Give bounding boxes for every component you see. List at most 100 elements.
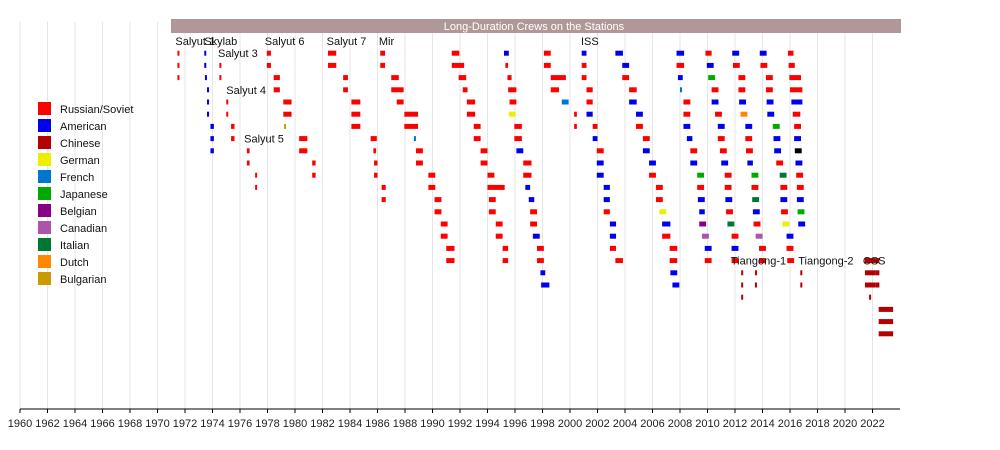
x-tick-label: 2016: [778, 418, 802, 430]
legend-swatch: [38, 204, 51, 217]
crew-bar: [629, 87, 637, 93]
crew-bar: [177, 62, 180, 68]
crew-bar: [794, 123, 801, 129]
crew-bar: [204, 62, 207, 68]
crew-bar: [381, 184, 386, 190]
crew-bar: [800, 282, 803, 288]
crew-bar: [740, 111, 748, 117]
x-tick-label: 1962: [35, 418, 59, 430]
crew-bar: [746, 148, 753, 154]
crew-bar: [787, 258, 795, 264]
x-tick-label: 1978: [255, 418, 279, 430]
crew-bar: [697, 172, 705, 178]
crew-bar: [381, 197, 386, 203]
crew-bar: [495, 221, 503, 227]
crew-bar: [773, 136, 781, 142]
crew-bar: [586, 87, 593, 93]
crew-bar: [781, 209, 788, 215]
crew-bar: [615, 258, 623, 264]
crew-bar: [446, 245, 455, 251]
crew-bar: [780, 184, 788, 190]
station-label: Skylab: [204, 36, 237, 48]
crew-bar: [711, 99, 719, 105]
x-tick-label: 1986: [365, 418, 389, 430]
crew-bar: [754, 270, 757, 276]
crew-bar: [603, 197, 610, 203]
crew-bar: [649, 160, 656, 166]
crew-bar: [488, 197, 496, 203]
crew-bar: [609, 245, 617, 251]
crew-bar: [759, 258, 766, 264]
x-tick-label: 1988: [393, 418, 417, 430]
crew-bar: [708, 75, 716, 81]
crew-bar: [473, 123, 481, 129]
crew-bar: [732, 50, 740, 56]
crew-bar: [755, 233, 763, 239]
crew-bar: [705, 50, 712, 56]
crew-bar: [543, 62, 551, 68]
crew-bar: [680, 87, 683, 93]
crew-bar: [704, 258, 712, 264]
x-tick-label: 1972: [173, 418, 197, 430]
crew-bar: [725, 197, 733, 203]
crew-bar: [765, 75, 773, 81]
crew-bar: [752, 197, 760, 203]
crew-bar: [753, 221, 761, 227]
crew-bar: [655, 184, 663, 190]
crew-bar: [704, 245, 712, 251]
crew-bar: [312, 160, 316, 166]
crew-bar: [488, 209, 496, 215]
x-tick-label: 2006: [640, 418, 664, 430]
crew-bar: [210, 123, 214, 129]
crew-bar: [745, 123, 753, 129]
crew-bar: [662, 221, 671, 227]
title-background: [171, 19, 901, 33]
crew-bar: [404, 111, 419, 117]
crew-bar: [210, 136, 214, 142]
crew-bar: [440, 233, 448, 239]
crew-bar: [869, 294, 872, 300]
legend-label: Italian: [60, 240, 89, 252]
crew-bar: [690, 160, 698, 166]
crew-bar: [642, 148, 650, 154]
crew-bar: [699, 221, 707, 227]
x-tick-label: 1992: [448, 418, 472, 430]
x-tick-label: 2000: [558, 418, 582, 430]
crew-bar: [451, 62, 465, 68]
crew-bar: [603, 184, 610, 190]
crew-bar: [629, 99, 637, 105]
crew-bar: [715, 111, 722, 117]
crew-bar: [592, 136, 598, 142]
crew-bar: [875, 270, 880, 276]
crew-bar: [711, 87, 719, 93]
crew-bar: [767, 111, 775, 117]
crew-bar: [508, 87, 517, 93]
station-label: Salyut 1: [175, 36, 215, 48]
crew-bar: [581, 75, 587, 81]
x-tick-label: 1984: [338, 418, 362, 430]
crew-bar: [731, 245, 739, 251]
crew-bar: [731, 233, 739, 239]
crew-bar: [655, 197, 663, 203]
crew-bar: [790, 87, 803, 93]
x-tick-label: 1970: [145, 418, 169, 430]
crew-bar: [351, 111, 361, 117]
crew-bar: [537, 258, 544, 264]
crew-bar: [508, 111, 516, 117]
crew-bar: [370, 136, 377, 142]
crew-bar: [207, 111, 210, 117]
crew-bar: [487, 172, 495, 178]
crew-bar: [795, 160, 803, 166]
crew-bar: [794, 136, 801, 142]
x-tick-label: 1980: [283, 418, 307, 430]
crew-bar: [759, 50, 767, 56]
crew-bar: [428, 172, 436, 178]
crew-bar: [434, 209, 442, 215]
crew-bar: [451, 50, 460, 56]
crew-bar: [380, 50, 386, 56]
crew-bar: [741, 282, 744, 288]
crew-bar: [246, 160, 250, 166]
crew-bar: [772, 123, 780, 129]
crew-bar: [374, 160, 378, 166]
